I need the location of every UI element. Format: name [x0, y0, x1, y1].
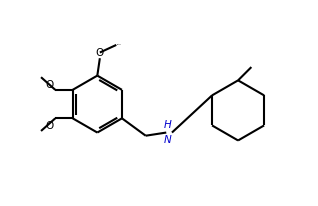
- Text: O: O: [46, 120, 54, 130]
- Text: N: N: [164, 135, 171, 144]
- Text: methyl: methyl: [117, 43, 122, 44]
- Text: O: O: [46, 79, 54, 89]
- Text: H: H: [164, 119, 171, 129]
- Text: O: O: [96, 48, 104, 58]
